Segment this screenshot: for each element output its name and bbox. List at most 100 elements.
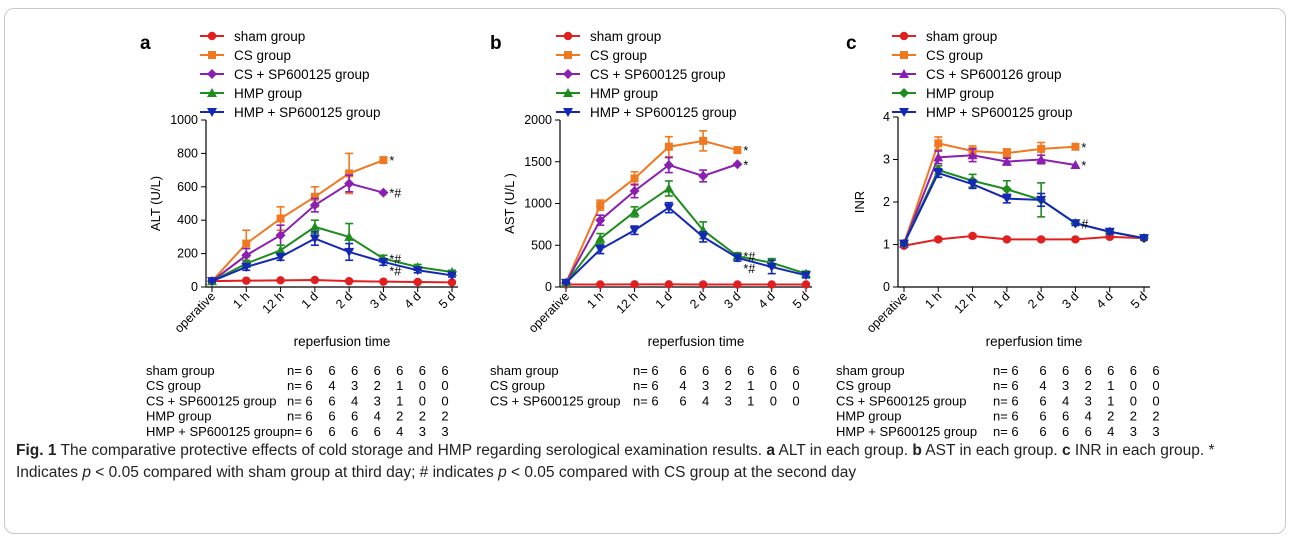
n-table-count: 1 [1107, 378, 1114, 393]
data-point-sham [1036, 235, 1046, 244]
x-tick-label: operative [864, 289, 910, 335]
n-table-count: 6 [328, 393, 335, 408]
n-table-n: n= 6 [993, 363, 1019, 378]
data-point-sham [242, 276, 251, 285]
data-point-sham [664, 280, 674, 289]
n-table-count: 3 [725, 393, 732, 408]
n-table-count: 6 [374, 363, 381, 378]
significance-annotation: * [1081, 159, 1086, 173]
data-point-sham [733, 280, 742, 289]
data-point-sham [934, 235, 943, 244]
y-tick-label: 3 [883, 153, 890, 167]
n-table-count: 1 [396, 393, 403, 408]
significance-annotation: *# [389, 265, 401, 279]
n-table-group: HMP group [836, 409, 902, 424]
n-table-count: 6 [747, 363, 754, 378]
significance-annotation: *# [389, 187, 401, 201]
n-table-count: 2 [1085, 378, 1092, 393]
y-tick-label: 800 [177, 146, 198, 160]
n-table-count: 0 [1130, 378, 1137, 393]
n-table-count: 6 [396, 363, 403, 378]
legend-entry: HMP group [234, 86, 302, 101]
data-point-cs [1071, 142, 1080, 151]
legend-marker [899, 69, 909, 78]
data-point-hmp_sp [447, 271, 457, 281]
y-tick-label: 1000 [170, 113, 198, 127]
n-table-n: n= 6 [287, 363, 313, 378]
significance-annotation: *# [743, 250, 755, 264]
legend-marker [207, 88, 217, 97]
legend-entry: CS group [926, 48, 983, 63]
n-table-n: n= 6 [993, 393, 1019, 408]
data-point-cs_sp [663, 160, 674, 171]
data-point-cs_sp [275, 230, 286, 241]
n-table-count: 6 [1039, 363, 1046, 378]
panel-label: a [140, 33, 151, 54]
n-table-count: 0 [419, 378, 426, 393]
n-table-count: 4 [351, 393, 358, 408]
n-table-count: 4 [396, 424, 403, 439]
n-table-group: HMP + SP600125 group [836, 424, 977, 439]
n-table-count: 6 [328, 363, 335, 378]
n-table-count: 6 [1130, 363, 1137, 378]
n-table-count: 6 [792, 363, 799, 378]
data-point-sham [968, 231, 977, 241]
n-table-n: n= 6 [993, 409, 1019, 424]
y-tick-label: 400 [177, 213, 198, 227]
x-tick-label: 3 d [721, 289, 743, 311]
data-point-hmp [344, 231, 355, 241]
significance-annotation: *# [743, 262, 755, 276]
data-point-hmp_sp [663, 203, 674, 213]
n-table-count: 0 [441, 393, 448, 408]
figure-frame [4, 8, 1286, 534]
n-table-count: 0 [419, 393, 426, 408]
x-axis-label: reperfusion time [294, 334, 391, 349]
n-table-count: 2 [1152, 409, 1159, 424]
n-table-count: 4 [679, 378, 686, 393]
caption-text-4: INR in each group. * Indicates [16, 442, 1215, 481]
data-point-cs [345, 169, 354, 178]
n-table-count: 0 [770, 378, 777, 393]
series-line-hmp [211, 225, 453, 283]
n-table-count: 6 [1085, 424, 1092, 439]
x-tick-label: operative [172, 289, 218, 335]
x-tick-label: 3 d [1059, 289, 1081, 311]
y-tick-label: 4 [883, 110, 890, 124]
n-table-count: 6 [1062, 363, 1069, 378]
n-table-group: CS + SP600125 group [836, 393, 966, 408]
n-table-count: 6 [702, 363, 709, 378]
data-point-cs [733, 146, 742, 155]
n-table-n: n= 6 [287, 378, 313, 393]
data-point-sham [630, 280, 639, 289]
n-table-count: 3 [351, 378, 358, 393]
data-point-hmp_sp [561, 278, 571, 288]
n-table-n: n= 6 [287, 393, 313, 408]
y-tick-label: 0 [545, 280, 552, 294]
legend-marker [207, 31, 217, 41]
y-axis-label: ALT (U/L) [148, 176, 163, 231]
legend-entry: sham group [590, 29, 661, 44]
legend-entry: CS + SP600126 group [926, 67, 1061, 82]
legend-entry: CS group [234, 48, 291, 63]
n-table-count: 3 [441, 424, 448, 439]
caption-text-2: ALT in each group. [775, 442, 913, 459]
n-table-n: n= 6 [993, 378, 1019, 393]
significance-annotation: * [743, 144, 748, 158]
n-table-count: 2 [374, 378, 381, 393]
y-axis-label: AST (U/L ) [502, 173, 517, 234]
data-point-hmp_sp [412, 266, 423, 276]
legend-marker [563, 31, 573, 41]
n-table-n: n= 6 [287, 409, 313, 424]
n-table-n: n= 6 [633, 363, 659, 378]
data-point-cs_sp [629, 185, 640, 196]
data-point-cs_sp [698, 170, 709, 181]
y-tick-label: 200 [177, 247, 198, 261]
n-table-group: HMP group [146, 409, 212, 424]
n-table-count: 1 [747, 378, 754, 393]
y-tick-label: 600 [177, 180, 198, 194]
series-line-cs [903, 142, 1076, 244]
n-table-count: 6 [351, 363, 358, 378]
significance-annotation: * [743, 158, 748, 172]
data-point-cs_sp [1070, 160, 1081, 170]
